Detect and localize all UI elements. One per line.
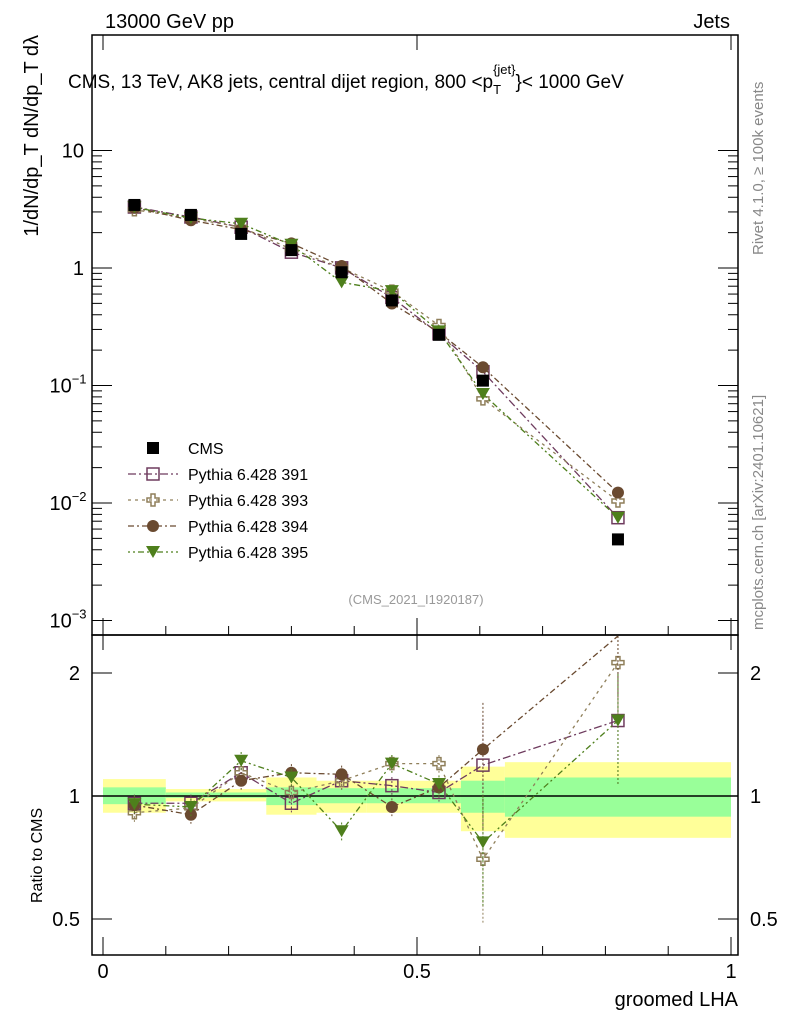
ratio-y-tick-label: 0.5 — [52, 909, 80, 931]
series-line — [134, 209, 619, 502]
ratio-point — [476, 743, 489, 756]
ratio-y-tick-label: 2 — [750, 663, 761, 685]
cms-point — [335, 266, 348, 279]
cms-point — [611, 533, 624, 546]
cms-point — [385, 294, 398, 307]
ratio-y-tick-label: 1 — [69, 786, 80, 808]
y-tick-exp: −2 — [72, 489, 87, 504]
data-point — [611, 494, 625, 508]
main-panel: 10−3 10−2 10−1 1 10 Pythia 6.428 391 Pythia 6.… — [49, 34, 739, 636]
legend-label: Pythia 6.428 393 — [188, 493, 308, 510]
data-point — [476, 392, 490, 406]
y-tick-label: 10−1 — [49, 372, 86, 398]
title-tail: }< 1000 GeV — [516, 72, 625, 93]
ratio-point — [432, 756, 446, 771]
cms-point — [285, 244, 298, 257]
title-sup: {jet} — [493, 62, 516, 77]
x-tick-label: 1 — [725, 961, 736, 983]
ratio-point — [611, 655, 625, 670]
cms-point — [128, 198, 141, 211]
legend-label: Pythia 6.428 395 — [188, 545, 308, 562]
ratio-point — [610, 714, 625, 727]
ratio-y-tick-label: 2 — [69, 663, 80, 685]
legend-label: Pythia 6.428 391 — [188, 467, 308, 484]
rivet-label: Rivet 4.1.0, ≥ 100k events — [750, 82, 767, 255]
x-tick-label: 0 — [97, 961, 108, 983]
cms-point — [476, 374, 489, 387]
band-stat — [504, 777, 731, 817]
analysis-annotation: (CMS_2021_I1920187) — [348, 592, 483, 607]
title-sub: T — [493, 82, 501, 97]
ratio-frame — [91, 634, 739, 956]
ratio-point — [385, 778, 399, 793]
cms-point — [184, 208, 197, 221]
cms-point — [432, 328, 445, 341]
legend-marker — [146, 546, 160, 558]
cms-point — [235, 227, 248, 240]
band-stat — [216, 792, 267, 798]
legend-marker — [146, 493, 160, 507]
ratio-y-tick-label: 1 — [750, 786, 761, 808]
data-point — [476, 361, 489, 374]
mcplots-label: mcplots.cern.ch [arXiv:2401.10621] — [750, 395, 767, 630]
data-point — [475, 387, 490, 400]
x-axis-label: groomed LHA — [615, 989, 739, 1011]
header-left: 13000 GeV pp — [105, 11, 234, 33]
data-point — [610, 511, 625, 524]
legend-label: Pythia 6.428 394 — [188, 519, 308, 536]
series-line — [134, 206, 619, 494]
y-tick-label: 10−2 — [49, 489, 86, 515]
legend-marker — [147, 520, 159, 532]
header-right: Jets — [693, 11, 730, 33]
ratio-panel: 0 0.5 1 0.5 0.5 1 1 2 2 — [52, 634, 778, 983]
ratio-y-label: Ratio to CMS — [29, 808, 46, 903]
y-tick-label: 10−3 — [49, 607, 86, 633]
plot-title: CMS, 13 TeV, AK8 jets, central dijet reg… — [68, 62, 624, 97]
ratio-point — [284, 785, 299, 800]
legend-marker — [147, 442, 159, 454]
series-line — [134, 206, 619, 519]
data-point — [384, 285, 399, 298]
y-tick-label: 10 — [62, 141, 84, 163]
y-tick-exp: −3 — [72, 607, 87, 622]
data-point — [611, 486, 624, 499]
y-axis-label: 1/dN/dp_T dN/dp_T dλ — [21, 35, 43, 237]
data-point — [334, 276, 349, 289]
ratio-y-tick-label: 0.5 — [750, 909, 778, 931]
ratio-point — [475, 836, 490, 849]
legend-marker — [146, 467, 160, 481]
legend-label: CMS — [188, 441, 224, 458]
y-tick-exp: −1 — [72, 372, 87, 387]
x-tick-label: 0.5 — [403, 961, 431, 983]
y-tick-label: 1 — [73, 258, 84, 280]
data-point — [234, 217, 249, 230]
ratio-series-line — [134, 662, 619, 861]
ratio-point — [476, 852, 490, 867]
